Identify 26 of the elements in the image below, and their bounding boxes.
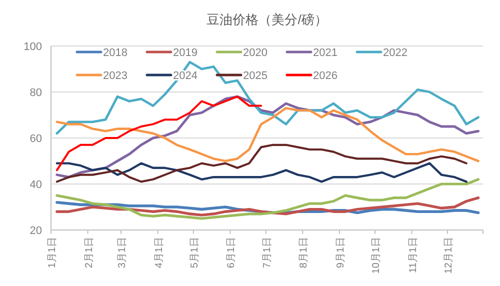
legend-label: 2023 <box>103 70 128 82</box>
x-tick-label: 12月1日 <box>443 237 454 274</box>
x-tick-label: 10月1日 <box>371 237 382 274</box>
legend-label: 2021 <box>313 47 338 59</box>
x-tick-label: 5月1日 <box>189 237 200 268</box>
legend-label: 2019 <box>173 47 198 59</box>
y-tick-label: 80 <box>30 87 42 99</box>
x-tick-label: 9月1日 <box>335 237 346 268</box>
x-tick-label: 11月1日 <box>408 237 419 273</box>
y-tick-label: 60 <box>30 133 42 145</box>
legend-label: 2022 <box>383 47 408 59</box>
title: 豆油价格（美分/磅） <box>206 12 328 27</box>
x-tick-label: 8月1日 <box>298 237 310 268</box>
legend-label: 2020 <box>243 47 268 59</box>
legend-label: 2026 <box>313 70 338 82</box>
y-tick-label: 20 <box>30 225 42 237</box>
x-tick-label: 2月1日 <box>84 237 95 268</box>
y-tick-label: 40 <box>30 179 42 191</box>
x-tick-label: 6月1日 <box>226 237 238 268</box>
x-tick-label: 4月1日 <box>154 237 165 268</box>
legend-label: 2025 <box>243 70 268 82</box>
x-tick-label: 7月1日 <box>262 237 273 268</box>
y-tick-label: 100 <box>24 41 42 53</box>
x-tick-label: 1月1日 <box>47 237 58 268</box>
legend-label: 2018 <box>103 47 128 59</box>
x-tick-label: 3月1日 <box>117 237 128 268</box>
